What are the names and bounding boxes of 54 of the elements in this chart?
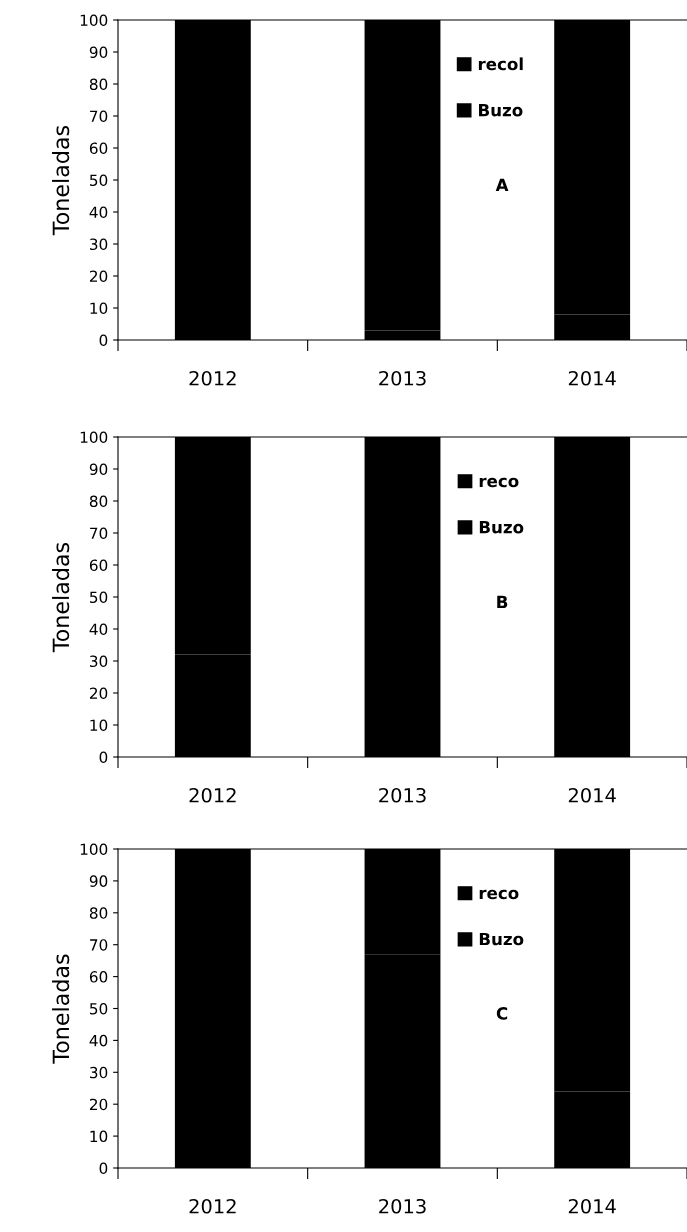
y-tick-label: 50 <box>90 174 108 187</box>
y-tick-label: 90 <box>89 875 108 887</box>
y-tick-label: 20 <box>89 270 108 283</box>
y-tick-label: 90 <box>89 46 108 59</box>
x-tick-label: 2013 <box>379 370 426 386</box>
y-axis-title: Toneladas <box>52 954 70 1064</box>
y-tick-label: 100 <box>80 431 108 444</box>
annotation: A <box>495 178 509 191</box>
legend-label: Buzo <box>479 932 524 946</box>
y-tick-label: 80 <box>89 78 108 91</box>
y-tick-label: 50 <box>90 591 108 604</box>
legend-label: Buzo <box>479 521 524 534</box>
y-tick-label: 10 <box>90 302 108 315</box>
legend-label: reco <box>479 477 519 488</box>
legend-label: reco <box>479 889 519 900</box>
y-tick-label: 60 <box>89 559 108 572</box>
x-tick-label: 2014 <box>568 370 616 386</box>
y-tick-label: 50 <box>90 1002 108 1015</box>
y-tick-label: 40 <box>89 623 108 636</box>
y-tick-label: 10 <box>90 719 108 732</box>
annotation: B <box>497 595 508 608</box>
legend-label: recol <box>478 57 523 71</box>
y-tick-label: 30 <box>90 238 108 251</box>
y-tick-label: 0 <box>99 751 108 764</box>
x-tick-label: 2012 <box>189 787 236 803</box>
y-tick-label: 0 <box>99 334 108 347</box>
y-tick-label: 30 <box>90 1066 108 1079</box>
y-tick-label: 90 <box>89 463 108 476</box>
y-tick-label: 40 <box>89 1034 108 1047</box>
legend-label: Buzo <box>479 104 523 117</box>
y-tick-label: 0 <box>99 1162 108 1175</box>
y-tick-label: 40 <box>89 206 108 219</box>
y-axis-title: Toneladas <box>52 542 70 653</box>
y-tick-label: 80 <box>89 495 108 508</box>
x-tick-label: 2013 <box>379 1198 426 1214</box>
y-axis-title: Toneladas <box>52 125 70 236</box>
x-tick-label: 2012 <box>189 1198 236 1214</box>
y-tick-label: 10 <box>90 1130 108 1143</box>
y-tick-label: 100 <box>80 843 108 856</box>
y-tick-label: 30 <box>90 655 108 668</box>
y-tick-label: 70 <box>90 110 108 123</box>
x-tick-label: 2014 <box>568 1198 616 1214</box>
x-tick-label: 2012 <box>189 370 236 386</box>
x-tick-label: 2013 <box>379 787 426 803</box>
y-tick-label: 100 <box>80 14 108 27</box>
y-tick-label: 60 <box>89 971 108 983</box>
y-tick-label: 20 <box>89 687 108 700</box>
y-tick-label: 80 <box>89 907 108 919</box>
y-tick-label: 20 <box>89 1098 108 1111</box>
y-tick-label: 70 <box>90 939 108 951</box>
x-tick-label: 2014 <box>568 787 616 803</box>
y-tick-label: 70 <box>90 527 108 540</box>
y-tick-label: 60 <box>89 142 108 155</box>
annotation: C <box>496 1007 508 1020</box>
